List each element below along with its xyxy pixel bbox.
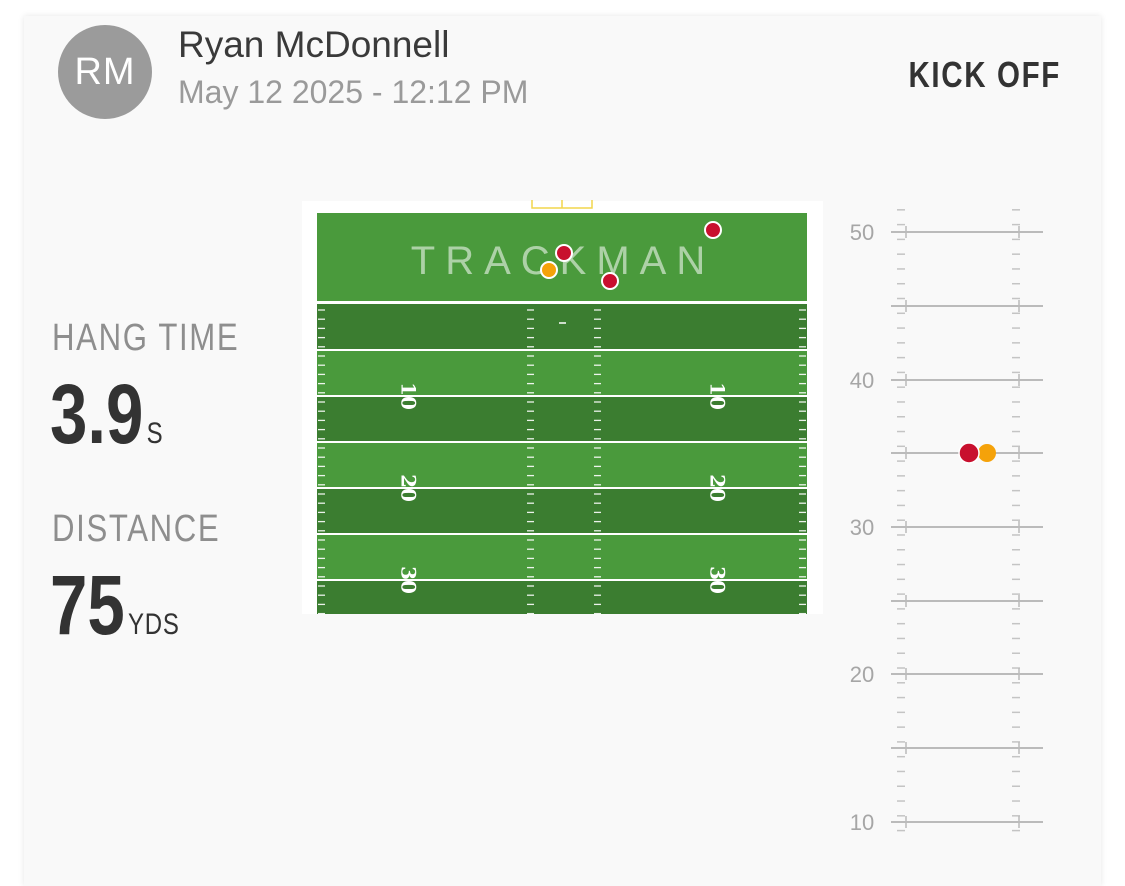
yard-number: 30	[397, 566, 421, 594]
scale-label: 50	[850, 220, 874, 245]
kick-type-label: KICK OFF	[908, 54, 1061, 95]
scale-label: 20	[850, 662, 874, 687]
landing-point[interactable]	[704, 221, 722, 239]
side-distance-scale: 50 40 30 20 10	[850, 209, 1043, 835]
field-band	[317, 488, 807, 534]
landing-point[interactable]	[601, 272, 619, 290]
distance-number: 75	[50, 558, 125, 652]
distance-unit: YDS	[127, 608, 180, 641]
field-band	[317, 350, 807, 396]
scale-label: 10	[850, 810, 874, 835]
field-band	[317, 580, 807, 614]
landing-point-average[interactable]	[540, 261, 558, 279]
hang-time-label: HANG TIME	[52, 317, 240, 359]
field-band	[317, 396, 807, 442]
hang-time-unit: S	[146, 417, 164, 450]
field-band	[317, 442, 807, 488]
field-band	[317, 304, 807, 350]
hang-time-number: 3.9	[50, 367, 144, 461]
goalpost-icon	[531, 200, 593, 209]
hang-time-value: 3.9 S	[50, 372, 163, 456]
field-band	[317, 534, 807, 580]
distance-label: DISTANCE	[52, 508, 221, 550]
kick-datetime: May 12 2025 - 12:12 PM	[178, 74, 529, 110]
scale-label: 30	[850, 515, 874, 540]
yard-number: 30	[706, 566, 730, 594]
yard-number: 20	[397, 474, 421, 502]
player-name: Ryan McDonnell	[178, 24, 450, 65]
distance-value: 75 YDS	[50, 563, 180, 647]
scale-kick-marker[interactable]	[958, 442, 980, 464]
scale-label: 40	[850, 368, 874, 393]
yard-number: 20	[706, 474, 730, 502]
yard-number: 10	[397, 382, 421, 410]
scale-average-marker[interactable]	[978, 444, 996, 462]
avatar[interactable]: RM	[58, 25, 152, 119]
landing-point[interactable]	[555, 244, 573, 262]
yard-number: 10	[706, 382, 730, 410]
